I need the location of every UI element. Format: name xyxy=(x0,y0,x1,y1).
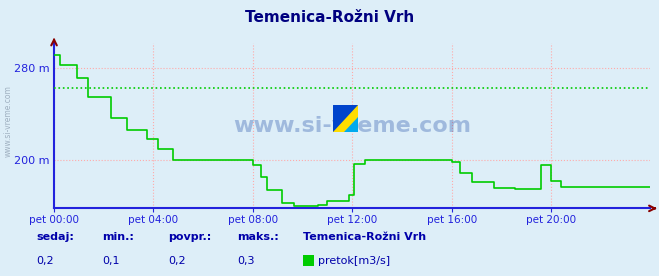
Text: pretok[m3/s]: pretok[m3/s] xyxy=(318,256,389,266)
Text: www.si-vreme.com: www.si-vreme.com xyxy=(233,116,471,136)
Text: 0,2: 0,2 xyxy=(168,256,186,266)
Polygon shape xyxy=(333,105,358,132)
Text: sedaj:: sedaj: xyxy=(36,232,74,242)
Text: min.:: min.: xyxy=(102,232,134,242)
Polygon shape xyxy=(344,117,358,132)
Text: Temenica-Rožni Vrh: Temenica-Rožni Vrh xyxy=(245,10,414,25)
Text: 0,1: 0,1 xyxy=(102,256,120,266)
Text: 0,2: 0,2 xyxy=(36,256,54,266)
Text: 0,3: 0,3 xyxy=(237,256,255,266)
Text: www.si-vreme.com: www.si-vreme.com xyxy=(4,86,13,157)
Text: Temenica-Rožni Vrh: Temenica-Rožni Vrh xyxy=(303,232,426,242)
Polygon shape xyxy=(333,105,358,132)
Text: povpr.:: povpr.: xyxy=(168,232,212,242)
Text: maks.:: maks.: xyxy=(237,232,279,242)
